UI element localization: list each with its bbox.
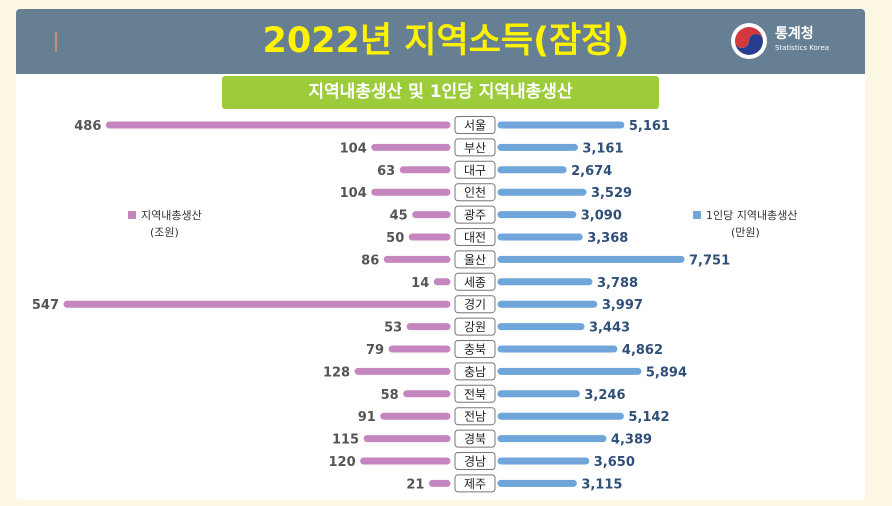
region-label: 대전 <box>464 231 486 245</box>
right-value-label: 3,788 <box>597 276 638 291</box>
region-label: 강원 <box>464 320 486 334</box>
region-box <box>454 183 496 202</box>
left-value-label: 86 <box>361 253 379 268</box>
right-value-label: 3,997 <box>602 298 643 313</box>
left-value-label: 58 <box>381 388 399 403</box>
right-value-label: 3,115 <box>581 477 622 492</box>
region-label: 경남 <box>464 455 486 469</box>
region-box <box>454 317 496 336</box>
logo-subtitle: Statistics Korea <box>775 44 830 52</box>
right-value-label: 5,894 <box>646 365 687 380</box>
left-value-label: 120 <box>328 455 355 470</box>
right-value-label: 3,650 <box>594 455 635 470</box>
region-box <box>454 362 496 381</box>
right-value-label: 5,142 <box>628 410 669 425</box>
region-label: 울산 <box>464 253 486 267</box>
left-value-label: 104 <box>340 141 367 156</box>
region-label: 제주 <box>464 477 486 491</box>
region-label: 대구 <box>464 163 486 177</box>
region-label: 광주 <box>464 208 486 222</box>
left-value-label: 21 <box>406 477 424 492</box>
legend-left: 지역내총생산 (조원) <box>128 207 202 241</box>
region-label: 부산 <box>464 141 486 155</box>
legend-right: 1인당 지역내총생산 (만원) <box>693 207 797 241</box>
region-box <box>454 474 496 493</box>
region-box <box>454 272 496 291</box>
right-value-label: 3,368 <box>587 231 628 246</box>
left-value-label: 14 <box>411 276 429 291</box>
header-bar <box>16 9 865 74</box>
left-value-label: 91 <box>358 410 376 425</box>
left-value-label: 115 <box>332 433 359 448</box>
region-label: 전북 <box>464 387 486 401</box>
left-value-label: 486 <box>74 119 101 134</box>
statistics-korea-logo-icon <box>731 23 767 59</box>
right-value-label: 4,862 <box>622 343 663 358</box>
left-value-label: 53 <box>384 321 402 336</box>
left-value-label: 104 <box>340 186 367 201</box>
legend-right-label: 1인당 지역내총생산 <box>706 209 798 222</box>
region-box <box>454 384 496 403</box>
legend-right-unit: (만원) <box>731 226 760 239</box>
region-box <box>454 138 496 157</box>
right-value-label: 3,246 <box>584 388 625 403</box>
logo-name: 통계청 <box>775 26 814 42</box>
region-box <box>454 407 496 426</box>
right-value-label: 5,161 <box>629 119 670 134</box>
right-value-label: 3,090 <box>581 209 622 224</box>
right-value-label: 3,161 <box>582 141 623 156</box>
right-value-label: 2,674 <box>571 164 612 179</box>
left-value-label: 63 <box>377 164 395 179</box>
region-box <box>454 160 496 179</box>
header-accent-line <box>55 32 57 52</box>
left-value-label: 547 <box>32 298 59 313</box>
region-box <box>454 429 496 448</box>
region-label: 충남 <box>464 365 486 379</box>
region-box <box>454 116 496 134</box>
region-label: 경기 <box>464 298 486 312</box>
region-label: 인천 <box>464 185 486 200</box>
region-label: 전남 <box>464 410 486 424</box>
region-label: 경북 <box>464 432 486 446</box>
legend-left-label: 지역내총생산 <box>141 209 202 222</box>
region-box <box>454 228 496 246</box>
region-label: 세종 <box>464 275 486 289</box>
page-title: 2022년 지역소득(잠정) <box>262 21 630 61</box>
legend-left-swatch <box>128 211 136 219</box>
right-value-label: 7,751 <box>689 253 730 268</box>
region-box <box>454 205 496 224</box>
right-value-label: 3,529 <box>591 186 632 201</box>
region-box <box>454 340 496 358</box>
left-value-label: 45 <box>390 209 408 224</box>
chart-subtitle: 지역내총생산 및 1인당 지역내총생산 <box>222 76 659 109</box>
left-value-label: 50 <box>386 231 404 246</box>
region-box <box>454 452 496 470</box>
region-box <box>454 250 496 269</box>
legend-left-unit: (조원) <box>150 226 179 239</box>
legend-right-swatch <box>693 211 701 219</box>
right-value-label: 4,389 <box>611 433 652 448</box>
region-label: 서울 <box>464 119 486 133</box>
region-label: 충북 <box>464 343 486 357</box>
left-value-label: 128 <box>323 365 350 380</box>
right-value-label: 3,443 <box>589 321 630 336</box>
left-value-label: 79 <box>366 343 384 358</box>
region-box <box>454 295 496 314</box>
